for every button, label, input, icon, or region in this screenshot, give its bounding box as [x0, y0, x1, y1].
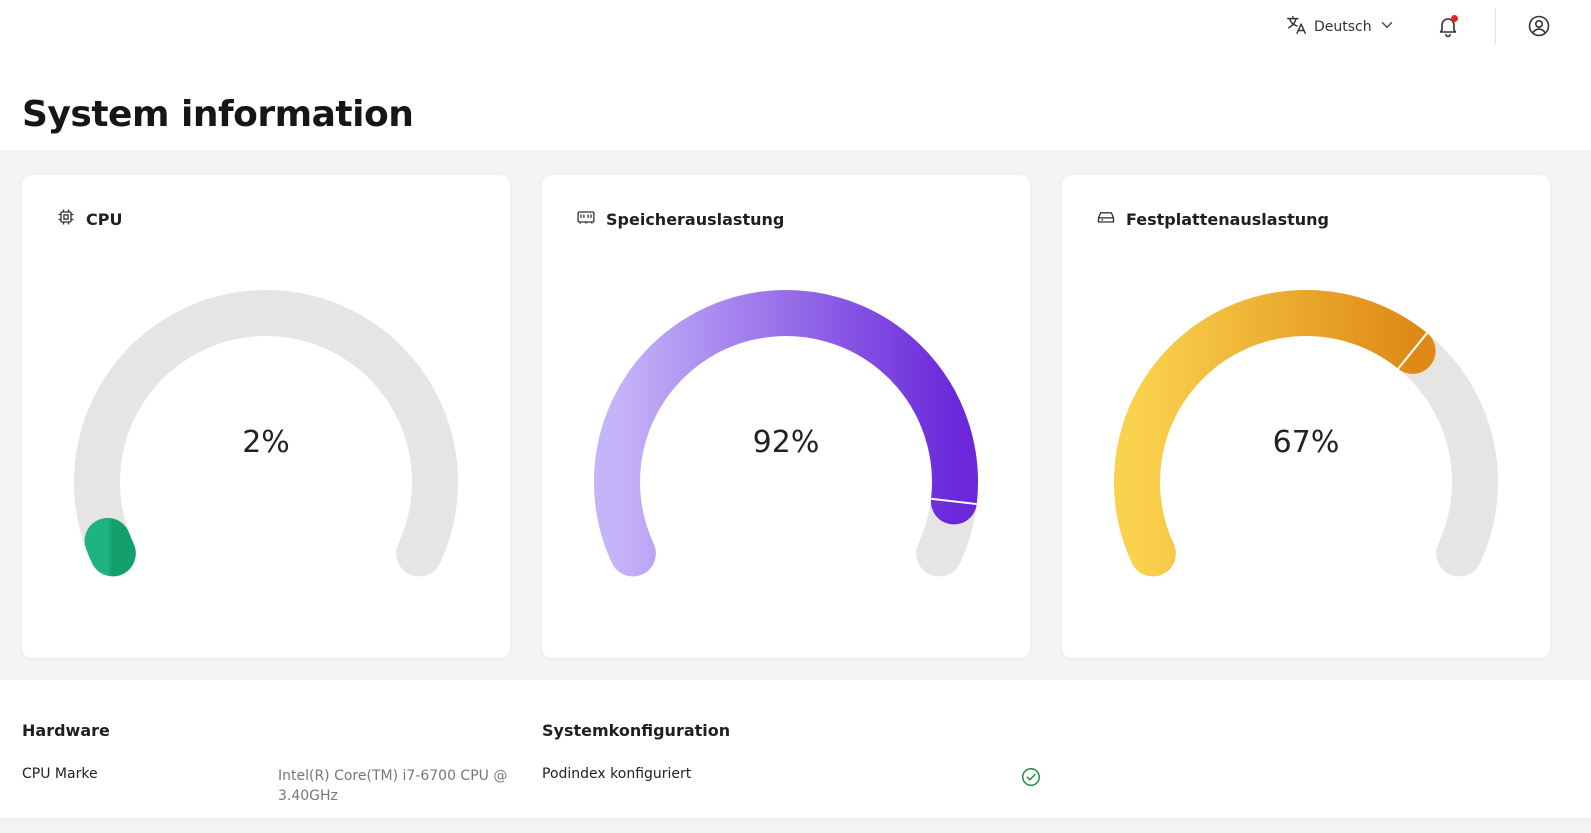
card-title: Festplattenauslastung — [1126, 209, 1329, 229]
hardware-section-title: Hardware — [22, 721, 110, 740]
gauge-value-arc — [1114, 290, 1436, 577]
footer-divider — [0, 818, 1591, 833]
gauge-percentage: 67% — [1272, 425, 1340, 460]
card-title: Speicherauslastung — [606, 209, 785, 229]
disk-gauge — [1114, 290, 1498, 577]
cpu-card: CPU 2% — [22, 175, 510, 658]
memory-icon — [576, 207, 596, 231]
system-config-section-title: Systemkonfiguration — [542, 721, 731, 740]
card-title: CPU — [86, 209, 123, 229]
translate-icon — [1286, 14, 1308, 40]
gauge-value-arc — [594, 290, 978, 577]
memory-gauge — [594, 290, 978, 577]
page-title: System information — [22, 94, 414, 135]
bell-icon — [1436, 18, 1460, 42]
notifications-button[interactable] — [1436, 14, 1460, 38]
language-selector[interactable]: Deutsch — [1286, 14, 1396, 40]
cpu-brand-label: CPU Marke — [22, 766, 98, 782]
divider — [1495, 8, 1496, 44]
hard-drive-icon — [1096, 207, 1116, 231]
cpu-gauge — [74, 290, 458, 577]
cpu-brand-value: Intel(R) Core(TM) i7-6700 CPU @ 3.40GHz — [278, 768, 508, 804]
gauge-end-marker — [930, 497, 977, 506]
gauge-value-arc — [84, 517, 136, 577]
top-bar: Deutsch — [0, 0, 1591, 54]
gauge-end-marker — [1397, 332, 1428, 370]
chip-icon — [56, 207, 76, 231]
disk-card: Festplattenauslastung 67% — [1062, 175, 1550, 658]
gauge-percentage: 92% — [752, 425, 820, 460]
gauge-percentage: 2% — [242, 425, 290, 460]
language-label: Deutsch — [1314, 19, 1372, 35]
user-circle-icon — [1527, 15, 1551, 42]
notification-dot — [1451, 15, 1458, 22]
user-menu-button[interactable] — [1527, 14, 1551, 38]
chevron-down-icon — [1378, 16, 1396, 38]
podindex-configured-label: Podindex konfiguriert — [542, 766, 692, 782]
memory-card: Speicherauslastung 92% — [542, 175, 1030, 658]
check-circle-icon — [1020, 766, 1042, 788]
gauge-track — [74, 290, 458, 577]
